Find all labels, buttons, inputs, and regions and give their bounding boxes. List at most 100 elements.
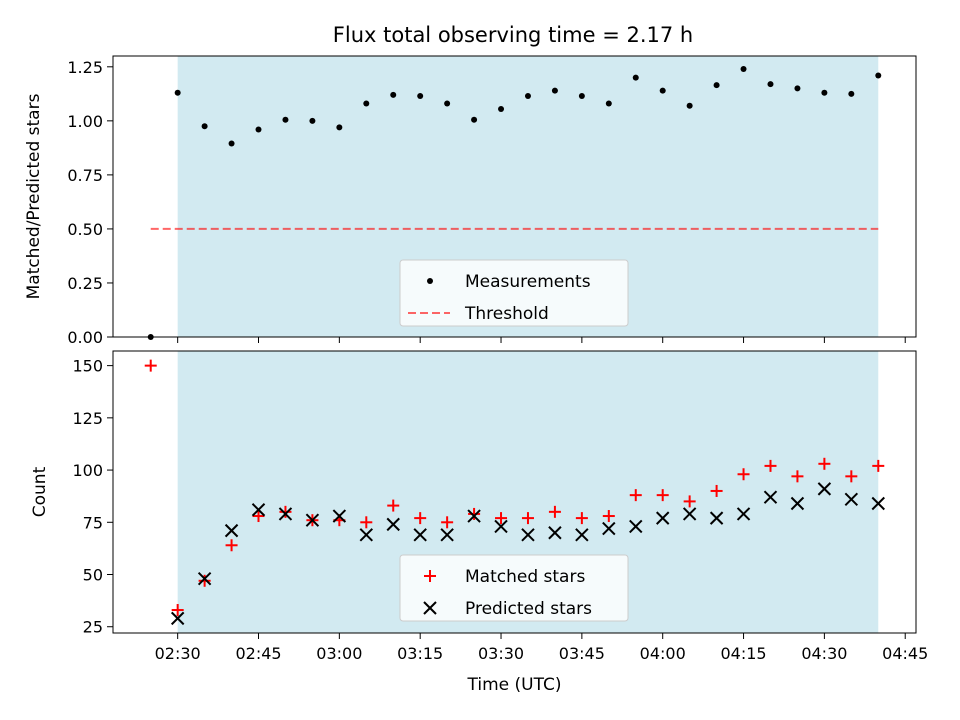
- matched-star-point: [279, 505, 292, 518]
- predicted-star-point: [386, 517, 400, 532]
- predicted-star-point: [251, 503, 266, 517]
- predicted-star-point: [278, 507, 293, 521]
- legend-plus-marker: [424, 570, 436, 582]
- y-tick-label: 0.75: [67, 166, 103, 185]
- legend-label: Predicted stars: [465, 599, 592, 619]
- x-stroke-b: [197, 571, 212, 586]
- x-stroke-b: [332, 509, 347, 523]
- y-tick-label: 125: [72, 409, 103, 428]
- matched-star-point: [548, 505, 561, 518]
- measurement-point: [336, 124, 343, 131]
- predicted-star-point: [736, 507, 751, 521]
- matched-star-point: [764, 459, 777, 472]
- x-stroke-b: [763, 490, 778, 504]
- x-stroke-b: [423, 601, 437, 615]
- measurement-point: [551, 87, 558, 94]
- x-tick-label: 04:00: [640, 644, 686, 663]
- matched-star-point: [656, 489, 669, 502]
- matched-stars-series: [144, 359, 885, 617]
- count-y-axis-label: Count: [30, 466, 50, 517]
- measurement-point: [471, 116, 478, 123]
- predicted-star-point: [440, 528, 454, 542]
- measurement-point: [740, 65, 747, 72]
- measurement-point: [417, 92, 424, 99]
- matched-star-point: [414, 512, 427, 525]
- ratio-x-axis: [177, 337, 906, 343]
- measurement-point: [767, 81, 774, 88]
- x-stroke-b: [278, 507, 293, 521]
- predicted-star-point: [844, 492, 859, 507]
- x-tick-label: 03:00: [316, 644, 362, 663]
- x-stroke-b: [251, 503, 266, 517]
- x-stroke-b: [548, 526, 562, 540]
- time-x-axis: 02:30 02:45 03:00 03:15 03:30 03:45 04:00 04:15…: [155, 633, 928, 663]
- measurement-point: [309, 117, 316, 124]
- figure-title: Flux total observing time = 2.17 h: [333, 23, 693, 47]
- measurement-point: [228, 140, 235, 147]
- count-y-axis: 25 50 75 100 125 150: [72, 357, 113, 637]
- predicted-star-point: [170, 611, 185, 626]
- ratio-y-axis: 0.00 0.25 0.50 0.75 1.00 1.25: [67, 58, 113, 347]
- predicted-star-point: [602, 521, 616, 536]
- measurement-point: [632, 74, 639, 81]
- measurement-point: [498, 105, 505, 112]
- x-stroke-b: [629, 519, 643, 534]
- predicted-star-point: [629, 519, 643, 534]
- x-stroke-b: [655, 511, 670, 525]
- x-tick-label: 03:30: [478, 644, 524, 663]
- measurement-point: [524, 92, 531, 99]
- measurement-point: [713, 82, 720, 89]
- x-tick-label: 02:30: [155, 644, 201, 663]
- x-stroke-b: [790, 496, 805, 511]
- y-tick-label: 1.25: [67, 58, 103, 77]
- measurement-point: [605, 100, 612, 107]
- matched-star-point: [575, 512, 588, 525]
- x-stroke-b: [359, 528, 374, 542]
- x-tick-label: 04:45: [882, 644, 928, 663]
- matched-star-point: [872, 459, 885, 472]
- predicted-star-point: [224, 523, 239, 538]
- x-stroke-b: [602, 521, 616, 536]
- y-tick-label: 50: [83, 566, 103, 585]
- x-tick-label: 04:15: [720, 644, 766, 663]
- measurement-point: [255, 126, 262, 133]
- matched-star-point: [387, 499, 400, 512]
- predicted-star-point: [655, 511, 670, 525]
- legend-x-marker: [423, 601, 437, 615]
- legend-label: Matched stars: [465, 567, 585, 587]
- legend-label: Threshold: [464, 304, 549, 324]
- predicted-stars-series: [170, 482, 885, 626]
- measurement-point: [848, 90, 855, 97]
- measurement-point: [363, 100, 370, 107]
- y-tick-label: 100: [72, 461, 103, 480]
- predicted-star-point: [359, 528, 374, 542]
- matched-star-point: [468, 507, 481, 520]
- matched-star-point: [360, 516, 373, 529]
- matched-star-point: [791, 470, 804, 483]
- measurements-series: [147, 65, 882, 340]
- measurement-point: [282, 116, 289, 123]
- predicted-star-point: [763, 490, 778, 504]
- matched-star-point: [710, 484, 723, 497]
- x-tick-label: 04:30: [801, 644, 847, 663]
- x-stroke-b: [871, 496, 885, 511]
- measurement-point: [686, 102, 693, 109]
- x-stroke-b: [682, 507, 697, 521]
- measurement-point: [875, 72, 882, 79]
- predicted-star-point: [548, 526, 562, 540]
- matched-star-point: [845, 470, 858, 483]
- matched-star-point: [737, 468, 750, 481]
- y-tick-label: 25: [83, 618, 103, 637]
- x-stroke-b: [467, 509, 481, 523]
- matched-star-point: [818, 457, 831, 470]
- x-stroke-b: [817, 482, 832, 496]
- y-tick-label: 150: [72, 357, 103, 376]
- matched-star-point: [602, 510, 615, 523]
- x-tick-label: 03:15: [397, 644, 443, 663]
- predicted-star-point: [305, 513, 320, 527]
- predicted-star-point: [575, 528, 589, 542]
- y-tick-label: 0.00: [67, 328, 103, 347]
- x-stroke-b: [305, 513, 320, 527]
- matched-star-point: [144, 359, 157, 372]
